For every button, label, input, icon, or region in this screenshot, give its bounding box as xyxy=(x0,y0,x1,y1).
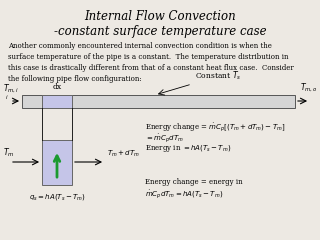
Text: Energy change = $\dot{m}C_p[(T_m + dT_m) - T_m]$: Energy change = $\dot{m}C_p[(T_m + dT_m)… xyxy=(145,122,285,135)
Text: $T_m$: $T_m$ xyxy=(3,146,14,159)
Text: $T_{m,i}$: $T_{m,i}$ xyxy=(3,83,19,95)
Text: Internal Flow Convection
-constant surface temperature case: Internal Flow Convection -constant surfa… xyxy=(54,10,266,38)
Text: Constant $T_s$: Constant $T_s$ xyxy=(195,70,242,82)
Text: $= \dot{m}C_p dT_m$: $= \dot{m}C_p dT_m$ xyxy=(145,133,184,146)
Text: dx: dx xyxy=(52,83,61,91)
Bar xyxy=(42,140,72,185)
Text: $i$: $i$ xyxy=(5,93,9,101)
Text: Energy in $= hA(T_s - T_m)$: Energy in $= hA(T_s - T_m)$ xyxy=(145,143,231,154)
Bar xyxy=(42,95,72,108)
Text: Another commonly encountered internal convection condition is when the
surface t: Another commonly encountered internal co… xyxy=(8,42,294,83)
Text: $q_s=hA(T_s-T_{m})$: $q_s=hA(T_s-T_{m})$ xyxy=(28,192,85,202)
Bar xyxy=(22,95,295,108)
Text: $\dot{m}C_p dT_m = hA(T_s - T_m)$: $\dot{m}C_p dT_m = hA(T_s - T_m)$ xyxy=(145,189,223,202)
Text: Energy change = energy in: Energy change = energy in xyxy=(145,178,243,186)
Text: $T_{m,o}$: $T_{m,o}$ xyxy=(300,82,318,94)
Text: $T_m+dT_m$: $T_m+dT_m$ xyxy=(107,149,140,159)
